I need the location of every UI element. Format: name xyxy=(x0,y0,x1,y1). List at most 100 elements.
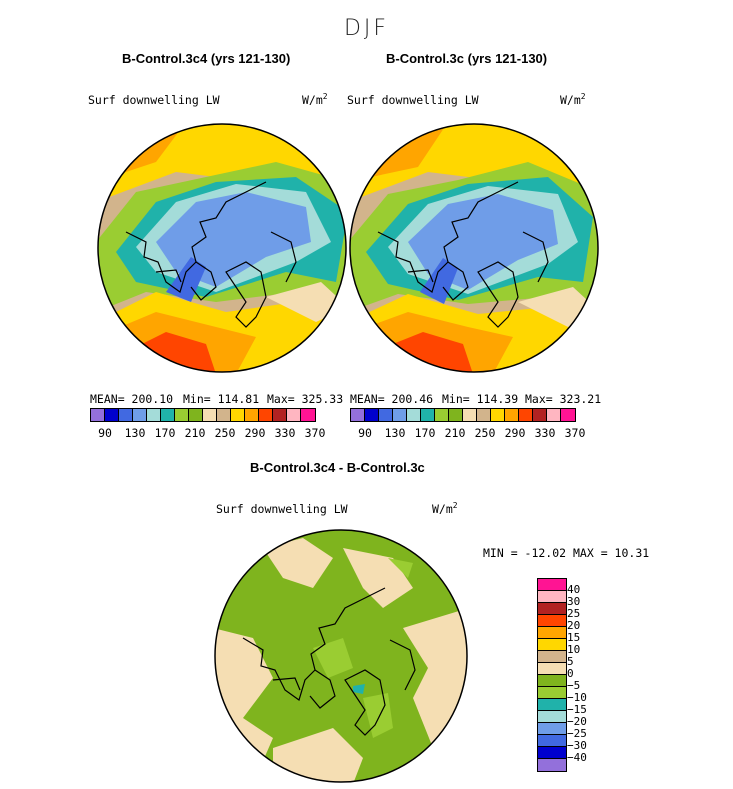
colorbar-swatch xyxy=(203,409,217,421)
colorbar-swatch xyxy=(189,409,203,421)
colorbar-swatch xyxy=(477,409,491,421)
colorbar-swatch xyxy=(449,409,463,421)
colorbar-tick-label: 250 xyxy=(474,426,496,440)
colorbar-tick-label: −40 xyxy=(567,751,587,764)
colorbar-tick-label: 250 xyxy=(214,426,236,440)
colorbar-swatch xyxy=(231,409,245,421)
colorbar-swatch xyxy=(301,409,315,421)
colorbar-tick-label: 330 xyxy=(274,426,296,440)
season-title: DJF xyxy=(343,16,390,41)
colorbar-tick-label: 370 xyxy=(304,426,326,440)
colorbar-tick-label: 20 xyxy=(567,619,581,632)
colorbar-swatch xyxy=(538,651,566,663)
panel-1-variable: Surf downwelling LW xyxy=(88,93,220,107)
colorbar-swatch xyxy=(161,409,175,421)
colorbar-tick-label: 370 xyxy=(564,426,586,440)
colorbar-swatch xyxy=(217,409,231,421)
colorbar-swatch xyxy=(273,409,287,421)
panel-1-title: B-Control.3c4 (yrs 121-130) xyxy=(122,51,291,66)
colorbar-tick-label: 25 xyxy=(567,607,581,620)
colorbar-swatch xyxy=(407,409,421,421)
colorbar-tick-label: −30 xyxy=(567,739,587,752)
colorbar-swatch xyxy=(105,409,119,421)
colorbar-tick-label: 170 xyxy=(414,426,436,440)
diff-polar-map xyxy=(214,529,468,783)
diff-colorbar-ticks: 40 30 25 20 15 10 5 0 −5 −10 −15 −20 −25 −30 −40 xyxy=(567,0,617,789)
colorbar-tick-label: −20 xyxy=(567,715,587,728)
colorbar-tick-label: 290 xyxy=(244,426,266,440)
colorbar-swatch xyxy=(561,409,575,421)
colorbar-swatch xyxy=(538,687,566,699)
panel-2-units: W/m2 xyxy=(560,92,586,107)
colorbar-tick-label: 130 xyxy=(384,426,406,440)
colorbar-swatch xyxy=(547,409,561,421)
panel-2-title: B-Control.3c (yrs 121-130) xyxy=(386,51,548,66)
colorbar-swatch xyxy=(519,409,533,421)
colorbar-swatch xyxy=(119,409,133,421)
colorbar-swatch xyxy=(538,747,566,759)
colorbar-tick-label: 210 xyxy=(444,426,466,440)
panel-2-colorbar xyxy=(350,408,576,422)
colorbar-swatch xyxy=(538,711,566,723)
colorbar-swatch xyxy=(245,409,259,421)
colorbar-swatch xyxy=(538,735,566,747)
colorbar-swatch xyxy=(147,409,161,421)
diff-units: W/m2 xyxy=(432,501,458,516)
panel-2-variable: Surf downwelling LW xyxy=(347,93,479,107)
colorbar-swatch xyxy=(533,409,547,421)
panel-1-units: W/m2 xyxy=(302,92,328,107)
diff-colorbar xyxy=(537,578,567,772)
diff-minmax: MIN = -12.02 MAX = 10.31 xyxy=(483,546,650,560)
colorbar-tick-label: 0 xyxy=(567,667,574,680)
colorbar-swatch xyxy=(365,409,379,421)
panel-1-max: Max= 325.33 xyxy=(267,392,344,406)
diff-title: B-Control.3c4 - B-Control.3c xyxy=(250,460,425,475)
panel-2-mean: MEAN= 200.46 xyxy=(350,392,434,406)
colorbar-swatch xyxy=(463,409,477,421)
colorbar-swatch xyxy=(538,663,566,675)
colorbar-swatch xyxy=(538,759,566,771)
panel-1-min: Min= 114.81 xyxy=(183,392,260,406)
colorbar-tick-label: 10 xyxy=(567,643,581,656)
panel-1-colorbar xyxy=(90,408,316,422)
panel-2-colorbar-ticks: 90 130 170 210 250 290 330 370 xyxy=(0,426,733,440)
colorbar-tick-label: 40 xyxy=(567,583,581,596)
colorbar-tick-label: 170 xyxy=(154,426,176,440)
colorbar-tick-label: 330 xyxy=(534,426,556,440)
colorbar-swatch xyxy=(538,723,566,735)
colorbar-swatch xyxy=(91,409,105,421)
colorbar-swatch xyxy=(491,409,505,421)
colorbar-swatch xyxy=(379,409,393,421)
colorbar-tick-label: 15 xyxy=(567,631,581,644)
panel-1-colorbar-ticks: 90 130 170 210 250 290 330 370 xyxy=(0,426,733,440)
colorbar-swatch xyxy=(505,409,519,421)
colorbar-swatch xyxy=(393,409,407,421)
colorbar-swatch xyxy=(538,615,566,627)
colorbar-tick-label: 130 xyxy=(124,426,146,440)
colorbar-swatch xyxy=(133,409,147,421)
colorbar-tick-label: −5 xyxy=(567,679,581,692)
colorbar-swatch xyxy=(175,409,189,421)
colorbar-tick-label: 90 xyxy=(98,426,112,440)
colorbar-tick-label: 290 xyxy=(504,426,526,440)
colorbar-tick-label: 30 xyxy=(567,595,581,608)
colorbar-swatch xyxy=(538,591,566,603)
colorbar-swatch xyxy=(538,699,566,711)
colorbar-tick-label: −10 xyxy=(567,691,587,704)
colorbar-swatch xyxy=(421,409,435,421)
colorbar-swatch xyxy=(259,409,273,421)
colorbar-swatch xyxy=(538,579,566,591)
colorbar-swatch xyxy=(538,627,566,639)
colorbar-swatch xyxy=(435,409,449,421)
colorbar-tick-label: −25 xyxy=(567,727,587,740)
colorbar-swatch xyxy=(538,639,566,651)
colorbar-tick-label: 210 xyxy=(184,426,206,440)
colorbar-swatch xyxy=(351,409,365,421)
colorbar-swatch xyxy=(287,409,301,421)
colorbar-tick-label: 5 xyxy=(567,655,574,668)
panel-2-polar-map xyxy=(349,123,599,373)
colorbar-tick-label: −15 xyxy=(567,703,587,716)
colorbar-tick-label: 90 xyxy=(358,426,372,440)
panel-1-polar-map xyxy=(97,123,347,373)
colorbar-swatch xyxy=(538,675,566,687)
